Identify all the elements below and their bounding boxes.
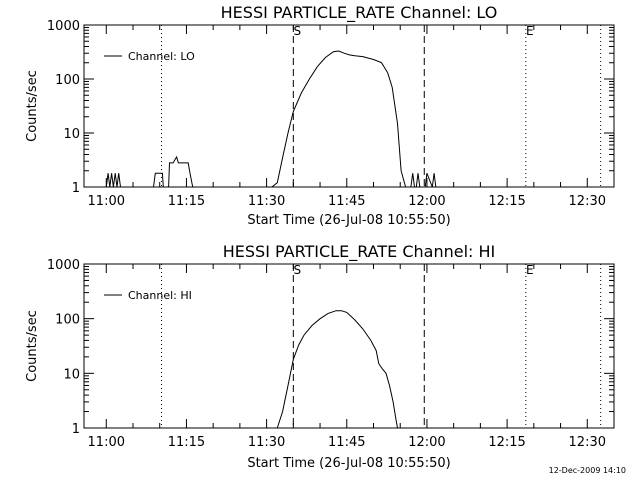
marker-label: E	[526, 263, 534, 277]
y-tick-label: 100	[55, 73, 80, 88]
x-tick-label: 11:00	[88, 194, 125, 209]
x-tick-label: 12:15	[488, 194, 525, 209]
x-tick-label: 11:30	[248, 435, 285, 450]
chart-title: HESSI PARTICLE_RATE Channel: LO	[221, 3, 498, 23]
x-tick-label: 11:15	[168, 194, 205, 209]
data-series-line	[105, 50, 437, 188]
x-tick-label: 12:15	[488, 435, 525, 450]
x-axis-label: Start Time (26-Jul-08 10:55:50)	[247, 456, 450, 471]
y-tick-label: 1	[72, 181, 80, 196]
plot-frame	[83, 24, 615, 188]
y-tick-label: 1000	[47, 19, 80, 34]
generation-timestamp: 12-Dec-2009 14:10	[548, 466, 626, 475]
x-tick-label: 11:15	[168, 435, 205, 450]
x-tick-label: 12:30	[569, 194, 606, 209]
plot-frame	[83, 263, 615, 429]
x-tick-label: 11:45	[328, 194, 365, 209]
x-axis-label: Start Time (26-Jul-08 10:55:50)	[247, 213, 450, 228]
y-tick-label: 10	[63, 127, 80, 142]
x-tick-label: 11:00	[88, 435, 125, 450]
marker-label: S	[294, 24, 302, 38]
legend-label: Channel: HI	[128, 289, 192, 302]
x-tick-label: 11:45	[328, 435, 365, 450]
y-axis-label: Counts/sec	[25, 70, 40, 142]
chart-title: HESSI PARTICLE_RATE Channel: HI	[223, 242, 496, 262]
y-axis-label: Counts/sec	[25, 310, 40, 382]
legend-label: Channel: LO	[128, 50, 195, 63]
y-tick-label: 100	[55, 313, 80, 328]
x-tick-label: 12:30	[569, 435, 606, 450]
marker-label: S	[294, 263, 302, 277]
x-tick-label: 11:30	[248, 194, 285, 209]
y-tick-label: 1	[72, 422, 80, 437]
y-tick-label: 10	[63, 367, 80, 382]
y-tick-label: 1000	[47, 258, 80, 273]
data-series-line	[276, 310, 398, 429]
marker-label: E	[526, 24, 534, 38]
chart-panel-1: HESSI PARTICLE_RATE Channel: LO 11:00 11:1…	[25, 3, 615, 228]
x-tick-label: 12:00	[408, 194, 445, 209]
chart-panel-2: HESSI PARTICLE_RATE Channel: HI 11:00 11:1…	[25, 242, 615, 471]
x-tick-label: 12:00	[408, 435, 445, 450]
